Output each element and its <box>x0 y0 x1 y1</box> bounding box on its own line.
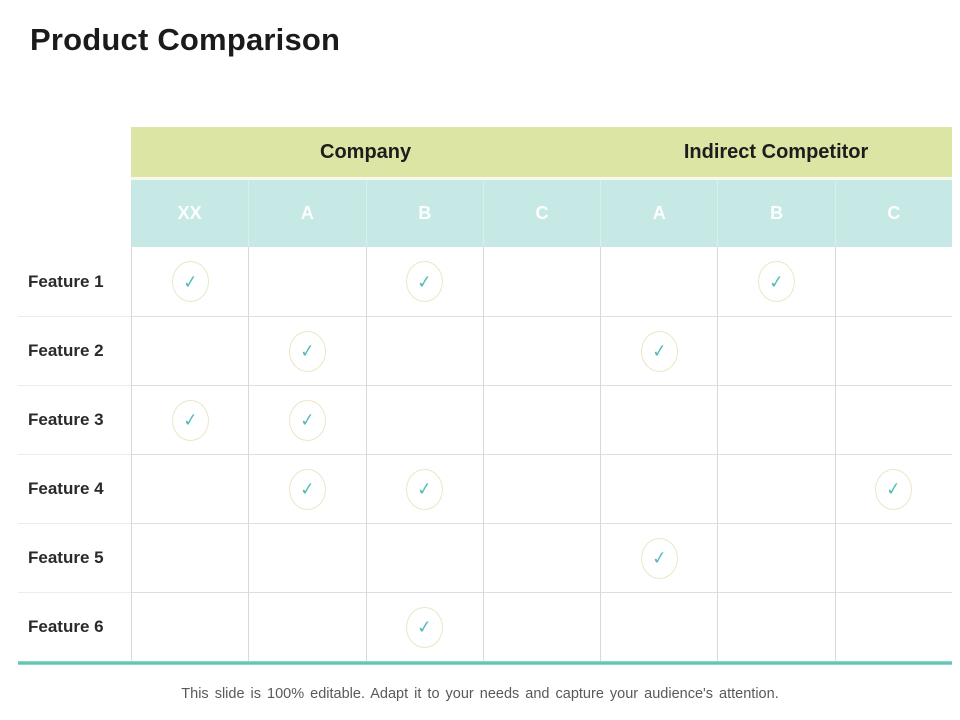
check-icon: ✓ <box>298 478 316 500</box>
cell-r4-c3 <box>482 523 601 592</box>
cell-r5-c0 <box>131 592 249 661</box>
row-label-2: Feature 3 <box>18 385 131 454</box>
cell-r2-c1: ✓ <box>248 385 366 454</box>
table-bottom-accent <box>18 661 952 665</box>
cell-r3-c1: ✓ <box>248 454 366 523</box>
check-circle: ✓ <box>640 330 678 372</box>
comparison-table: Company Indirect Competitor XX A B C A B C Featur… <box>18 127 952 661</box>
table-corner-spacer <box>18 127 131 180</box>
cell-r0-c5: ✓ <box>717 247 834 316</box>
cell-r4-c2 <box>365 523 483 592</box>
check-icon: ✓ <box>768 270 786 293</box>
cell-r4-c4: ✓ <box>600 523 718 592</box>
check-circle: ✓ <box>288 468 326 510</box>
cell-r4-c1 <box>248 523 366 592</box>
cell-r0-c6 <box>834 247 952 316</box>
cell-r1-c4: ✓ <box>600 316 718 385</box>
cell-r0-c0: ✓ <box>131 247 248 316</box>
check-circle: ✓ <box>758 261 796 302</box>
check-icon: ✓ <box>298 409 316 431</box>
check-icon: ✓ <box>181 409 199 431</box>
check-icon: ✓ <box>885 478 903 500</box>
check-circle: ✓ <box>875 468 913 510</box>
check-circle: ✓ <box>640 537 678 579</box>
row-label-3: Feature 4 <box>18 454 131 523</box>
check-icon: ✓ <box>416 270 434 293</box>
cell-r1-c3 <box>482 316 601 385</box>
check-circle: ✓ <box>406 468 444 510</box>
cell-r0-c3 <box>482 247 600 316</box>
cell-r2-c6 <box>834 385 952 454</box>
cell-r4-c6 <box>834 523 952 592</box>
cell-r2-c2 <box>365 385 483 454</box>
cell-r5-c1 <box>248 592 366 661</box>
column-header-5: B <box>717 180 835 247</box>
check-circle: ✓ <box>406 261 444 302</box>
cell-r5-c2: ✓ <box>365 592 483 661</box>
cell-r3-c2: ✓ <box>365 454 483 523</box>
cell-r1-c2 <box>365 316 483 385</box>
cell-r5-c3 <box>482 592 601 661</box>
cell-r1-c1: ✓ <box>248 316 366 385</box>
cell-r0-c2: ✓ <box>365 247 483 316</box>
cell-r5-c5 <box>717 592 835 661</box>
cell-r3-c3 <box>482 454 601 523</box>
check-icon: ✓ <box>416 616 434 638</box>
cell-r2-c5 <box>717 385 835 454</box>
cell-r0-c1 <box>248 247 365 316</box>
check-circle: ✓ <box>288 399 326 441</box>
cell-r3-c5 <box>717 454 835 523</box>
check-circle: ✓ <box>406 606 444 648</box>
cell-r5-c6 <box>834 592 952 661</box>
column-header-spacer <box>18 180 131 247</box>
row-label-1: Feature 2 <box>18 316 131 385</box>
check-circle: ✓ <box>171 261 209 302</box>
check-icon: ✓ <box>181 270 199 293</box>
column-header-4: A <box>600 180 718 247</box>
check-icon: ✓ <box>650 340 668 362</box>
footer-note: This slide is 100% editable. Adapt it to… <box>181 686 779 702</box>
cell-r4-c5 <box>717 523 835 592</box>
cell-r2-c0: ✓ <box>131 385 249 454</box>
page-title: Product Comparison <box>30 22 341 57</box>
cell-r1-c6 <box>834 316 952 385</box>
column-header-2: B <box>365 180 483 247</box>
check-icon: ✓ <box>650 547 668 569</box>
group-header-company: Company <box>131 127 601 180</box>
row-label-5: Feature 6 <box>18 592 131 661</box>
row-label-0: Feature 1 <box>28 271 104 291</box>
check-circle: ✓ <box>171 399 209 441</box>
column-header-1: A <box>248 180 366 247</box>
cell-r3-c4 <box>600 454 718 523</box>
column-header-3: C <box>482 180 601 247</box>
cell-r3-c0 <box>131 454 249 523</box>
cell-r3-c6: ✓ <box>834 454 952 523</box>
cell-r2-c4 <box>600 385 718 454</box>
column-header-0: XX <box>131 180 249 247</box>
cell-r1-c5 <box>717 316 835 385</box>
cell-r1-c0 <box>131 316 249 385</box>
column-header-6: C <box>834 180 952 247</box>
row-label-4: Feature 5 <box>18 523 131 592</box>
group-header-indirect-competitor: Indirect Competitor <box>600 127 952 180</box>
cell-r5-c4 <box>600 592 718 661</box>
cell-r0-c4 <box>600 247 717 316</box>
check-icon: ✓ <box>298 340 316 362</box>
cell-r2-c3 <box>482 385 601 454</box>
check-icon: ✓ <box>416 478 434 500</box>
check-circle: ✓ <box>288 330 326 372</box>
cell-r4-c0 <box>131 523 249 592</box>
